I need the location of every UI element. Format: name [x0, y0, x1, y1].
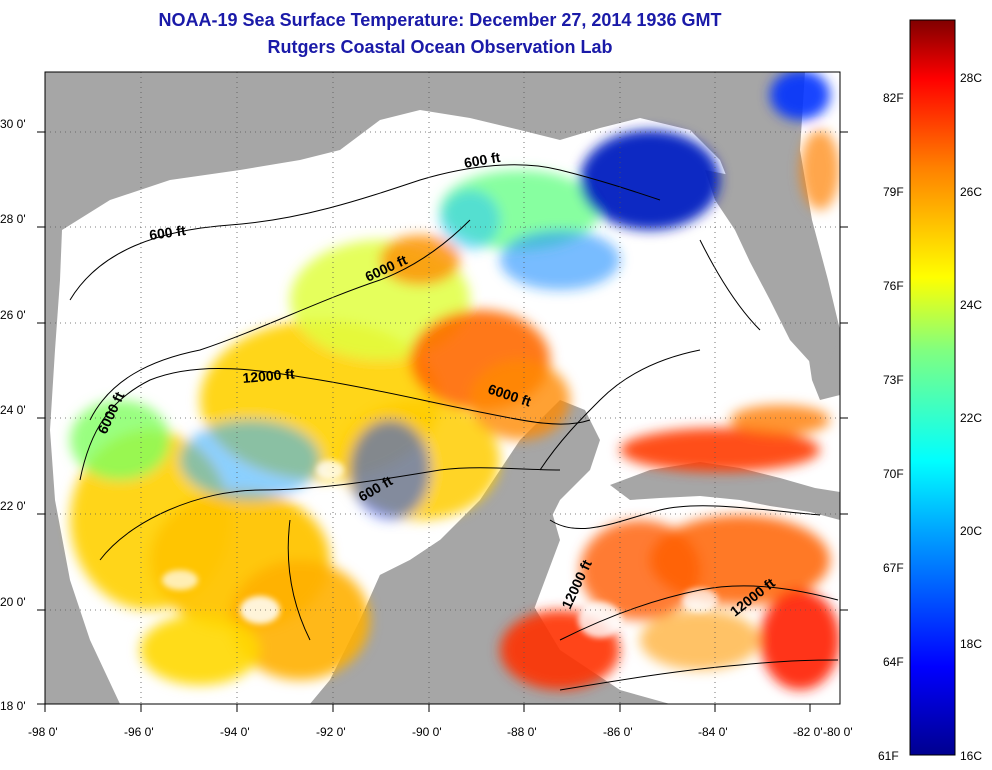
latitude-axis: 30 0' 28 0' 26 0' 24 0' 22 0' 20 0' 18 0… [0, 117, 26, 713]
cb-label-f: 82F [883, 91, 904, 105]
longitude-axis: -98 0' -96 0' -94 0' -92 0' -90 0' -88 0… [28, 725, 853, 739]
cb-label-f: 61F [878, 749, 899, 763]
cb-label-c: 26C [960, 185, 982, 199]
lat-tick: 28 0' [0, 212, 26, 226]
cb-label-f: 76F [883, 279, 904, 293]
cuba [610, 462, 840, 520]
cb-label-f: 67F [883, 561, 904, 575]
bathymetry-contours [69, 164, 839, 691]
lon-tick: -86 0' [603, 725, 633, 739]
map-subtitle: Rutgers Coastal Ocean Observation Lab [267, 37, 613, 57]
lat-tick: 22 0' [0, 499, 26, 513]
lon-tick: -82 0' [793, 725, 823, 739]
colorbar-celsius: 28C 26C 24C 22C 20C 18C 16C [960, 71, 982, 763]
lat-tick: 18 0' [0, 699, 26, 713]
cb-label-f: 79F [883, 185, 904, 199]
contour-label: 12000 ft [242, 365, 296, 386]
cb-label-f: 70F [883, 467, 904, 481]
cb-label-f: 73F [883, 373, 904, 387]
yucatan [310, 505, 560, 704]
lat-tick: 24 0' [0, 403, 26, 417]
cb-label-c: 18C [960, 637, 982, 651]
colorbar-fahrenheit: 82F 79F 76F 73F 70F 67F 64F 61F [878, 91, 904, 763]
colorbar [909, 19, 956, 756]
lon-tick: -80 0' [823, 725, 853, 739]
cb-label-c: 16C [960, 749, 982, 763]
frame-ticks [37, 131, 848, 712]
contour-label: 600 ft [148, 222, 187, 243]
lon-tick: -96 0' [124, 725, 154, 739]
lat-tick: 20 0' [0, 595, 26, 609]
cb-label-f: 64F [883, 655, 904, 669]
map-frame [44, 71, 841, 705]
lat-tick: 26 0' [0, 308, 26, 322]
lon-tick: -90 0' [412, 725, 442, 739]
sst-data-layer [70, 72, 840, 690]
cb-label-c: 28C [960, 71, 982, 85]
lon-tick: -94 0' [220, 725, 250, 739]
lon-tick: -84 0' [698, 725, 728, 739]
lon-tick: -98 0' [28, 725, 58, 739]
contour-label: 600 ft [463, 149, 502, 171]
map-area: 600 ft 600 ft 6000 ft 6000 ft 12000 ft 6… [45, 72, 840, 704]
lon-tick: -92 0' [316, 725, 346, 739]
cb-label-c: 22C [960, 411, 982, 425]
graticule [45, 72, 840, 704]
florida [705, 160, 836, 365]
cb-label-c: 24C [960, 298, 982, 312]
lat-tick: 30 0' [0, 117, 26, 131]
cb-label-c: 20C [960, 524, 982, 538]
lon-tick: -88 0' [507, 725, 537, 739]
map-title: NOAA-19 Sea Surface Temperature: Decembe… [158, 10, 722, 30]
